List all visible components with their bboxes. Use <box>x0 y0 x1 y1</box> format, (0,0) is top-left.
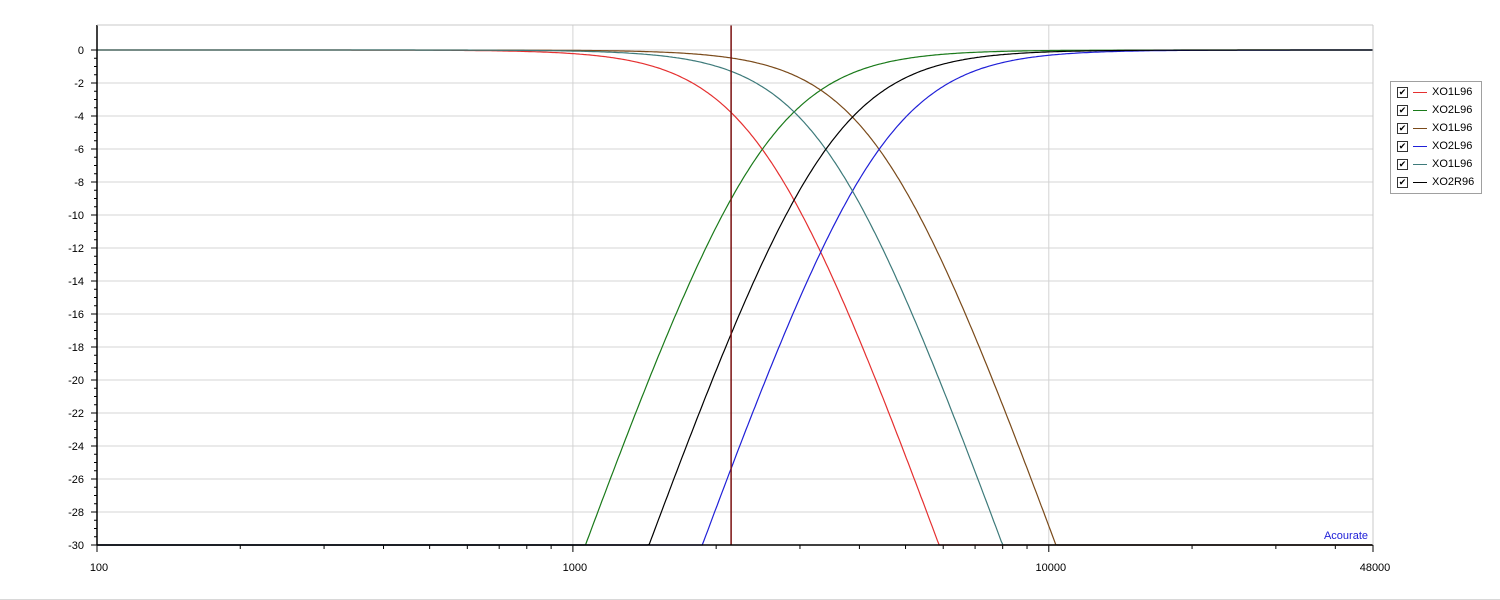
legend-label: XO2L96 <box>1432 104 1473 116</box>
y-tick-label: -2 <box>74 78 84 90</box>
y-tick-label: -12 <box>68 243 84 255</box>
series-line-6 <box>97 49 1373 546</box>
y-tick-label: -30 <box>68 540 84 552</box>
y-tick-label: -28 <box>68 507 84 519</box>
legend: ✔ XO1L96 ✔ XO2L96 ✔ XO1L96 ✔ XO2L96 ✔ XO1L96 ✔ XO2R… <box>1390 81 1482 194</box>
legend-label: XO1L96 <box>1432 158 1473 170</box>
watermark-label: Acourate <box>1324 530 1368 542</box>
legend-item[interactable]: ✔ XO1L96 <box>1391 119 1481 137</box>
legend-label: XO1L96 <box>1432 86 1473 98</box>
series-line-2 <box>97 49 1373 546</box>
y-tick-label: -6 <box>74 144 84 156</box>
y-tick-label: -18 <box>68 342 84 354</box>
legend-item[interactable]: ✔ XO1L96 <box>1391 83 1481 101</box>
y-tick-label: 0 <box>78 45 84 57</box>
legend-item[interactable]: ✔ XO2R96 <box>1391 173 1481 191</box>
y-axis-ticks: 0 -2 -4 -6 -8 -10 -12 -14 -16 -18 -20 -22 -24 -26 -28 -… <box>68 45 97 552</box>
y-tick-label: -16 <box>68 309 84 321</box>
series-line-1 <box>97 49 1373 546</box>
y-tick-label: -26 <box>68 474 84 486</box>
legend-swatch <box>1413 109 1427 111</box>
y-tick-label: -8 <box>74 177 84 189</box>
y-tick-label: -24 <box>68 441 84 453</box>
legend-label: XO2L96 <box>1432 140 1473 152</box>
legend-swatch <box>1413 163 1427 165</box>
series-line-5 <box>97 49 1373 546</box>
series-lines <box>97 49 1373 546</box>
grid-lines <box>97 25 1373 545</box>
y-tick-label: -10 <box>68 210 84 222</box>
legend-checkbox[interactable]: ✔ <box>1397 122 1408 134</box>
y-tick-label: -4 <box>74 111 84 123</box>
legend-swatch <box>1413 145 1427 147</box>
legend-label: XO2R96 <box>1432 176 1475 188</box>
y-tick-label: -20 <box>68 375 84 387</box>
legend-swatch <box>1413 91 1427 93</box>
axes <box>96 24 1374 546</box>
series-line-3 <box>97 49 1373 546</box>
legend-checkbox[interactable]: ✔ <box>1397 176 1408 188</box>
y-tick-label: -14 <box>68 276 84 288</box>
legend-swatch <box>1413 181 1427 183</box>
legend-checkbox[interactable]: ✔ <box>1397 140 1408 152</box>
legend-label: XO1L96 <box>1432 122 1473 134</box>
x-tick-label: 48000 <box>1360 562 1391 574</box>
series-line-4 <box>97 49 1373 546</box>
legend-swatch <box>1413 127 1427 129</box>
legend-checkbox[interactable]: ✔ <box>1397 86 1408 98</box>
legend-item[interactable]: ✔ XO1L96 <box>1391 155 1481 173</box>
x-tick-label: 100 <box>90 562 108 574</box>
legend-item[interactable]: ✔ XO2L96 <box>1391 137 1481 155</box>
legend-checkbox[interactable]: ✔ <box>1397 104 1408 116</box>
x-tick-label: 1000 <box>563 562 587 574</box>
legend-item[interactable]: ✔ XO2L96 <box>1391 101 1481 119</box>
legend-checkbox[interactable]: ✔ <box>1397 158 1408 170</box>
y-tick-label: -22 <box>68 408 84 420</box>
x-tick-label: 10000 <box>1036 562 1067 574</box>
x-axis-ticks: 100 1000 10000 48000 <box>90 545 1390 574</box>
